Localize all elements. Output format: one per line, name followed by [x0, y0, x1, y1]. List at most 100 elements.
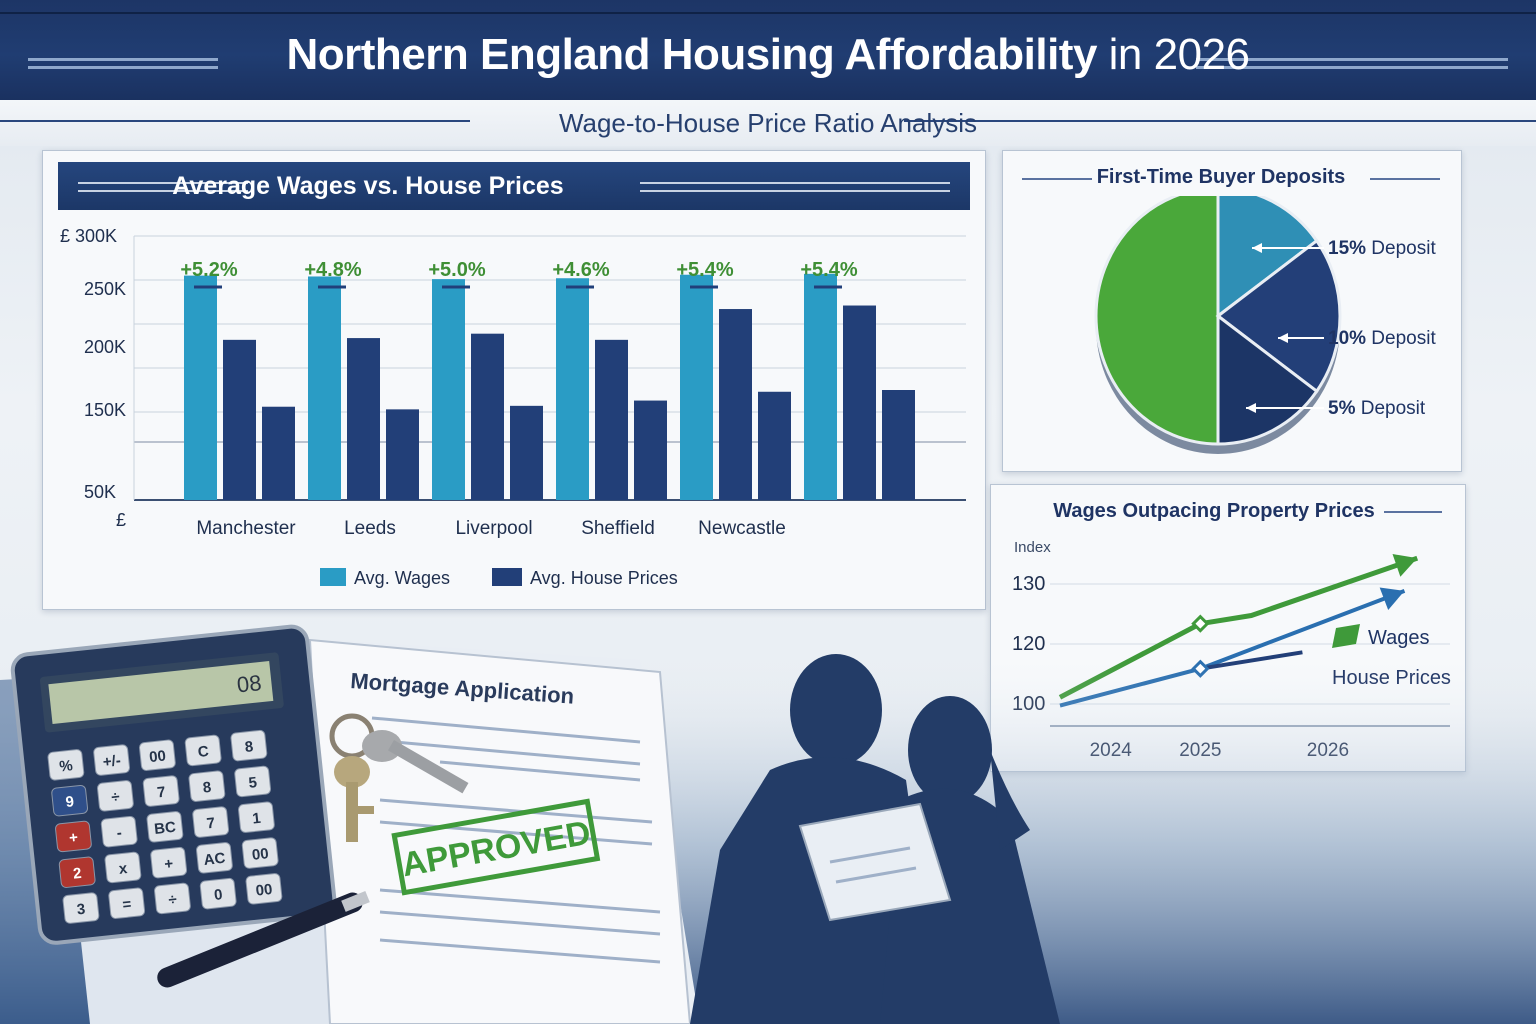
calculator-key-label: +/-	[102, 752, 122, 771]
pie-annotation-text: Deposit	[1366, 238, 1436, 259]
bar-chart: £ 300K 250K 200K 150K 50K£ +5.2% Manchester +4.…	[60, 226, 966, 588]
document-text-lines	[371, 716, 661, 964]
pie-annotation-1: 10% Deposit	[1328, 328, 1436, 349]
calculator-key-label: AC	[203, 850, 226, 869]
bar-growth-label: +5.4%	[800, 259, 857, 281]
line-y-tick-label: 120	[1012, 633, 1045, 655]
calculator-key	[62, 892, 100, 924]
bar-growth-label: +5.2%	[180, 259, 237, 281]
calculator-key-label: ÷	[168, 891, 178, 909]
calculator-key	[104, 851, 142, 884]
bar-wages-4	[680, 274, 713, 500]
calculator-key	[146, 811, 184, 843]
bar-house-price-5	[843, 305, 876, 500]
calculator-key-label: +	[68, 829, 79, 847]
calculator-key-label: BC	[153, 819, 176, 838]
calculator-display: 08	[236, 670, 263, 697]
calculator-key	[192, 806, 230, 838]
bar-y-tick-label: 200K	[84, 337, 126, 357]
pie-annotation-text: Deposit	[1366, 328, 1436, 349]
pie-title-rule-right	[1370, 178, 1440, 180]
page-subtitle: Wage-to-House Price Ratio Analysis	[558, 108, 978, 138]
bar-header-rule-right-2	[640, 190, 950, 192]
calculator-key	[139, 739, 176, 771]
calculator-key-label: 7	[206, 815, 216, 833]
bar-header-rule-left	[78, 182, 248, 184]
bar-wages-1	[308, 276, 341, 500]
bar-y-tick-label: 150K	[84, 400, 126, 420]
pie-slice-1	[1216, 196, 1319, 320]
bar-growth-label: +4.6%	[552, 259, 609, 281]
bar-wages-0	[184, 275, 217, 500]
pie-annotation-text: Deposit	[1355, 398, 1425, 419]
calculator-key-label: ÷	[111, 788, 121, 806]
pie-annotation-pct: 10%	[1328, 328, 1366, 349]
line-arrow-wages	[1392, 554, 1418, 577]
banner-rule-top	[0, 12, 1536, 14]
line-y-tick-label: 130	[1012, 573, 1045, 595]
line-legend-swatch-wages	[1332, 624, 1360, 648]
bar-chart-header	[58, 162, 970, 210]
pie-annotation-pct: 5%	[1328, 398, 1356, 419]
line-chart-title: Wages Outpacing Property Prices	[1053, 500, 1375, 522]
legend-label-house-prices: Avg. House Prices	[530, 568, 678, 588]
bar-wages-2	[432, 279, 465, 500]
pie-chart-title: First-Time Buyer Deposits	[1096, 166, 1346, 188]
subtitle-rules	[0, 120, 1536, 122]
pie-annotation-2: 5% Deposit	[1328, 398, 1426, 419]
banner-rule-left	[28, 58, 218, 61]
calculator-key	[55, 820, 92, 853]
pie-annotation-0: 15% Deposit	[1328, 238, 1436, 259]
calculator-key-label: 8	[244, 738, 254, 756]
bar-growth-label: +5.0%	[428, 259, 485, 281]
calculator-key-label: =	[122, 896, 133, 914]
pie-title-rule-left	[1022, 178, 1092, 180]
calculator-key	[97, 780, 134, 812]
bar-category-label: Leeds	[344, 518, 396, 539]
calculator-key-label: 00	[148, 747, 166, 766]
bar-wages-5	[804, 273, 837, 500]
calculator-key	[154, 882, 191, 915]
pie-slice-2	[1215, 238, 1342, 394]
calculator-key	[241, 837, 279, 869]
subtitle-rule-right	[904, 120, 1536, 122]
bar-house-price-2	[510, 405, 543, 500]
legend-swatch-house-prices	[492, 568, 522, 586]
title-banner	[0, 0, 1536, 100]
bar-growth-label: +5.4%	[676, 259, 733, 281]
pie-annotation-pct: 15%	[1328, 238, 1366, 259]
bar-header-rule-right	[640, 182, 950, 184]
calculator-key	[196, 842, 233, 874]
bar-category-label: Liverpool	[455, 518, 532, 539]
bar-house-price-3	[595, 339, 628, 500]
bar-y-tick-label: 50K	[84, 482, 116, 502]
calculator-icon: 08 % +/- 00 C 89 ÷ 7 8 5+ - BC 7 12 x + AC 003 = ÷ 0 00	[10, 624, 337, 945]
calculator-key	[47, 749, 85, 781]
page-title-main: Northern England Housing Affordability	[286, 30, 1097, 79]
calculator-key	[238, 801, 275, 833]
calculator-key	[199, 877, 237, 910]
bar-chart-title: Average Wages vs. House Prices	[172, 172, 564, 200]
bar-category-label: Sheffield	[581, 518, 655, 539]
couple-document	[798, 802, 952, 922]
calculator-key-label: 8	[202, 779, 212, 797]
subtitle-bar	[0, 100, 1536, 146]
bar-house-price-4	[719, 309, 752, 500]
house-keys-icon	[329, 713, 469, 842]
bar-wages-3	[556, 278, 589, 500]
banner-rule-right-2	[1196, 66, 1508, 69]
legend-label-wages: Avg. Wages	[354, 568, 450, 588]
calculator-key-label: -	[116, 824, 123, 841]
calculator-key	[184, 734, 222, 767]
bar-header-rule-left-2	[78, 190, 248, 192]
calculator-key-label: 7	[156, 784, 166, 802]
calculator-key	[150, 846, 188, 879]
calculator-key-label: 0	[213, 886, 223, 904]
bar-house-price-1	[347, 338, 380, 500]
calculator-key-label: 00	[255, 881, 273, 900]
calculator-keypad: % +/- 00 C 89 ÷ 7 8 5+ - BC 7 12 x + AC 003 = ÷ 0 00	[47, 729, 283, 924]
bar-category-label: Manchester	[196, 518, 296, 539]
calculator-key-label: 5	[248, 774, 258, 792]
page-title-year: in 2026	[1108, 30, 1250, 79]
calculator-key-label: 00	[251, 845, 269, 864]
